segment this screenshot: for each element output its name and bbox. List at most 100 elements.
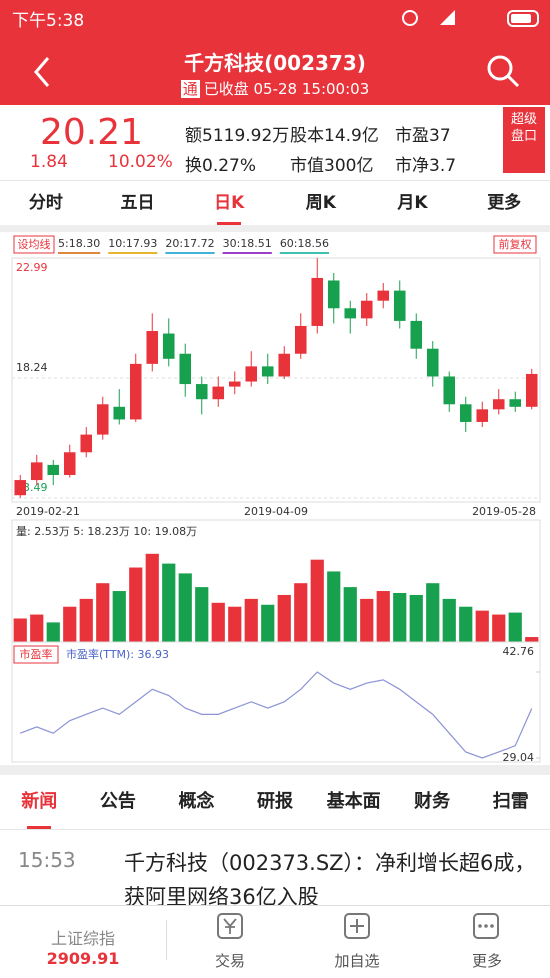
candle-body: [459, 404, 472, 422]
x-label: 2019-02-21: [16, 505, 80, 518]
button-frame: [493, 235, 537, 254]
add-icon: [344, 913, 370, 939]
nav-icons: [217, 913, 499, 939]
tab[interactable]: 月K: [397, 193, 428, 213]
volume-bar: [475, 610, 489, 642]
candle-body: [47, 464, 60, 476]
candle-body: [426, 348, 439, 377]
dot: [484, 924, 488, 928]
x-label: 2019-05-28: [472, 505, 536, 518]
ma-legend: 60:18.56: [280, 237, 329, 250]
pe-frame: [11, 641, 541, 763]
candle-body: [129, 363, 142, 420]
volume-bar: [79, 598, 93, 642]
volume-bar: [261, 604, 275, 642]
candle-body: [63, 452, 76, 476]
tab[interactable]: 研报: [257, 791, 294, 812]
separator: [0, 765, 550, 775]
adjust-button: 前复权: [499, 237, 532, 251]
plus-glyph: [350, 919, 364, 933]
ma-legend: 5:18.30: [58, 237, 100, 250]
news-time: 15:53: [18, 848, 76, 872]
candle-body: [146, 331, 159, 364]
candle-body: [179, 353, 192, 385]
volume-bar: [393, 593, 407, 642]
change-pct: 10.02%: [108, 152, 173, 172]
kline-chart: 设均线 前复权 5:18.30 10:17.93 20:17.72 30:18.51 60:…: [11, 235, 541, 764]
tab[interactable]: 新闻: [0, 775, 79, 829]
volume-bar: [376, 591, 390, 642]
y-tick-label: 18.24: [16, 361, 48, 374]
volume-bar: [145, 553, 159, 642]
tab[interactable]: 更多: [487, 193, 522, 213]
stat: 市净3.7: [395, 156, 457, 176]
volume-bar: [195, 587, 209, 642]
candle-body: [509, 399, 522, 407]
candle-body: [195, 384, 208, 400]
battery-icon: [507, 10, 539, 27]
news-tabs: 新闻 公告 概念 研报 基本面 财务 扫雷: [0, 775, 550, 829]
volume-bar: [426, 583, 440, 642]
candle-body: [261, 366, 274, 377]
nav-label[interactable]: 交易: [214, 952, 245, 970]
divider: [0, 180, 550, 181]
index-name[interactable]: 上证综指: [50, 929, 115, 948]
pe-label: 市盈率: [20, 647, 53, 661]
candle-body: [492, 399, 505, 410]
stat: 换0.27%: [185, 156, 257, 176]
status-time: 下午5:38: [12, 11, 85, 31]
nav-label[interactable]: 加自选: [334, 952, 380, 970]
nav-label[interactable]: 更多: [471, 952, 502, 970]
volume-bar: [459, 606, 473, 642]
bottom-nav: [0, 905, 550, 978]
y-tick-label: 42.76: [503, 645, 535, 658]
tab[interactable]: 财务: [414, 791, 451, 812]
news-headline[interactable]: 千方科技（002373.SZ）：净利增长超6成，获阿里网络36亿入股: [124, 851, 536, 906]
volume-bar: [129, 567, 143, 642]
pe-line: [20, 671, 533, 759]
tab[interactable]: 日K: [183, 181, 275, 225]
volume-bar: [211, 602, 225, 642]
index-value: 2909.91: [46, 949, 120, 968]
volume-bar: [46, 622, 60, 642]
candle-body: [212, 386, 225, 400]
tab-underline: [217, 222, 242, 225]
volume-bar: [442, 598, 456, 642]
chart-frame: [11, 257, 541, 503]
candle-body: [410, 320, 423, 349]
yen-glyph: [223, 918, 237, 934]
period-tabs: 分时 五日 日K 周K 月K 更多: [0, 181, 550, 225]
candle-body: [327, 280, 340, 309]
tab-underline: [27, 826, 52, 829]
tab[interactable]: 周K: [305, 193, 336, 213]
ma-legend: 20:17.72: [165, 237, 214, 250]
price: 20.21: [40, 112, 144, 153]
search-button[interactable]: [487, 55, 513, 81]
tab[interactable]: 五日: [120, 193, 155, 213]
volume-bar: [13, 618, 27, 642]
super-panel-button[interactable]: 超级 盘口: [503, 107, 545, 173]
tab[interactable]: 公告: [99, 791, 136, 812]
tab[interactable]: 基本面: [326, 791, 381, 812]
panel-text: 盘口: [510, 129, 537, 144]
tab[interactable]: 分时: [28, 193, 63, 213]
volume-bar: [112, 591, 126, 642]
x-label: 2019-04-09: [244, 505, 308, 518]
change: 1.84: [30, 152, 68, 172]
candle-body: [30, 462, 43, 481]
ma-legend: 10:17.93: [108, 237, 157, 250]
volume-bar: [96, 583, 110, 642]
candle-body: [377, 290, 390, 301]
stat: 额5119.92万: [185, 126, 290, 146]
tab[interactable]: 扫雷: [492, 791, 529, 812]
candle-body: [525, 373, 538, 407]
volume-bar: [178, 573, 192, 642]
candle-body: [344, 308, 357, 319]
volume-bar: [508, 612, 522, 642]
back-button[interactable]: [34, 57, 50, 87]
dot: [478, 924, 482, 928]
volume-bar: [525, 637, 539, 642]
header-icons: [34, 10, 539, 88]
tab[interactable]: 概念: [178, 791, 215, 812]
